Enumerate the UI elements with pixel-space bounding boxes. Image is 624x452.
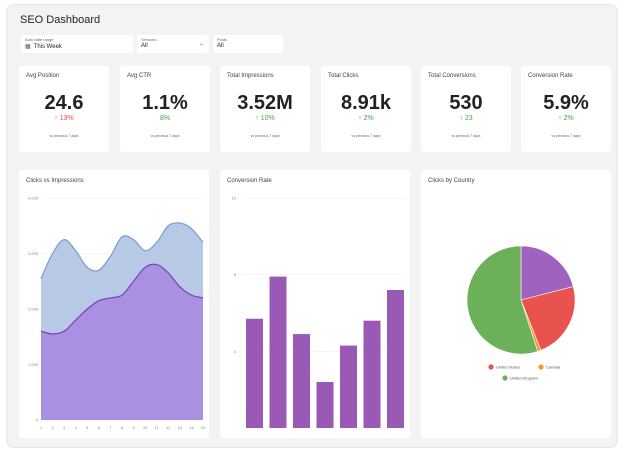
x-tick-label: 3: [63, 425, 66, 430]
kpi-value: 1.1%: [142, 92, 188, 114]
posts-value: All: [217, 43, 224, 49]
services-label: Services: [141, 37, 157, 42]
kpi-name: Avg Position: [26, 73, 60, 79]
chart-title: Clicks vs Impressions: [26, 178, 84, 184]
kpi-name: Total Conversions: [428, 73, 476, 79]
series-line: [40, 222, 204, 279]
y-tick-label: 4: [234, 349, 237, 354]
kpi-card-avg-ctr: Avg CTR 1.1% 8% vs previous 7 days: [120, 66, 210, 152]
kpi-note: vs previous 7 days: [150, 134, 180, 138]
series-line: [40, 263, 204, 335]
bar: [269, 276, 287, 428]
x-tick-label: 13: [178, 425, 183, 430]
bar: [316, 382, 334, 428]
x-tick-label: 12: [166, 425, 171, 430]
kpi-note: vs previous 7 days: [49, 134, 79, 138]
x-tick-label: 10: [143, 425, 148, 430]
kpi-value: 5.9%: [543, 92, 589, 114]
kpi-value: 3.52M: [237, 92, 293, 114]
kpi-card-conversion-rate: Conversion Rate 5.9% ↑ 2% vs previous 7 …: [521, 66, 611, 152]
date-range-filter[interactable]: Auto date range ▦ This Week: [21, 35, 133, 53]
posts-label: Posts: [217, 37, 228, 42]
legend-label: Canada: [546, 365, 561, 370]
y-tick-label: 3,000: [28, 251, 39, 256]
x-tick-label: 14: [189, 425, 194, 430]
x-tick-label: 9: [132, 425, 135, 430]
clicks-vs-impressions-card: Clicks vs Impressions 4,000 3,000 2,000 1,0…: [19, 170, 209, 438]
bar: [293, 334, 310, 428]
x-tick-label: 8: [121, 425, 124, 430]
posts-filter[interactable]: Posts All: [213, 35, 283, 53]
kpi-card-avg-position: Avg Position 24.6 ↑ 13% vs previous 7 da…: [19, 66, 109, 152]
y-tick-label: 4,000: [28, 196, 39, 201]
chart-title: Conversion Rate: [227, 178, 272, 184]
kpi-note: vs previous 7 days: [451, 134, 481, 138]
kpi-delta: ↑ 2%: [358, 115, 374, 122]
y-tick-label: 1,000: [28, 362, 39, 367]
kpi-card-total-impressions: Total Impressions 3.52M ↑ 10% vs previou…: [220, 66, 310, 152]
clicks-by-country-card: Clicks by Country United States Canada Uni…: [421, 170, 611, 438]
dashboard-frame: SEO Dashboard Auto date range ▦ This Week…: [6, 4, 618, 448]
legend-swatch: [488, 364, 494, 370]
date-range-label: Auto date range: [25, 37, 54, 42]
calendar-icon: ▦: [25, 44, 31, 50]
kpi-card-total-clicks: Total Clicks 8.91k ↑ 2% vs previous 7 da…: [321, 66, 411, 152]
x-tick-label: 15: [201, 425, 206, 430]
kpi-card-total-conversions: Total Conversions 530 ↑ 23 vs previous 7…: [421, 66, 511, 152]
pie-chart: United States Canada United Kingdom: [466, 245, 576, 381]
y-tick-label: 8: [234, 272, 237, 277]
x-tick-label: 6: [98, 425, 101, 430]
x-tick-label: 2: [51, 425, 54, 430]
conversion-rate-card: Conversion Rate 12 8 4: [220, 170, 410, 438]
x-tick-label: 5: [86, 425, 89, 430]
kpi-delta: ↑ 2%: [558, 115, 574, 122]
legend-label: United States: [496, 365, 520, 370]
pie-slice: [466, 245, 539, 355]
bar-chart: 12 8 4: [232, 196, 404, 428]
legend-label: United Kingdom: [510, 376, 539, 381]
y-tick-label: 0: [36, 418, 39, 423]
x-tick-label: 1: [40, 425, 43, 430]
kpi-name: Total Clicks: [328, 73, 359, 79]
pie-slice: [520, 245, 574, 301]
date-range-value: ▦ This Week: [25, 44, 62, 50]
kpi-name: Total Impressions: [227, 73, 274, 79]
services-filter[interactable]: Services All ⌄: [137, 35, 209, 53]
kpi-value: 24.6: [44, 92, 84, 114]
kpi-name: Avg CTR: [127, 73, 152, 79]
x-tick-label: 11: [155, 425, 160, 430]
bar: [363, 320, 381, 428]
x-tick-label: 4: [75, 425, 78, 430]
bar: [246, 318, 263, 428]
kpi-delta: ↑ 13%: [54, 115, 74, 122]
series-area: [41, 264, 203, 420]
chart-title: Clicks by Country: [428, 178, 475, 184]
kpi-note: vs previous 7 days: [351, 134, 381, 138]
pie-slice: [520, 286, 576, 351]
y-tick-label: 12: [232, 196, 237, 201]
kpi-value: 8.91k: [340, 92, 392, 114]
services-value: All: [141, 43, 148, 49]
kpi-note: vs previous 7 days: [250, 134, 280, 138]
legend-swatch: [538, 364, 544, 370]
x-tick-label: 7: [109, 425, 112, 430]
bar: [387, 290, 404, 428]
bar: [340, 345, 357, 428]
kpi-note: vs previous 7 days: [551, 134, 581, 138]
kpi-value: 530: [449, 92, 483, 114]
chevron-down-icon: ⌄: [198, 41, 204, 47]
legend-swatch: [502, 375, 508, 381]
kpi-delta: ↑ 23: [459, 115, 473, 122]
kpi-delta: ↑ 10%: [255, 115, 275, 122]
page-title: SEO Dashboard: [20, 14, 101, 26]
kpi-delta: 8%: [159, 115, 171, 122]
y-tick-label: 2,000: [28, 307, 39, 312]
kpi-name: Conversion Rate: [528, 73, 573, 79]
